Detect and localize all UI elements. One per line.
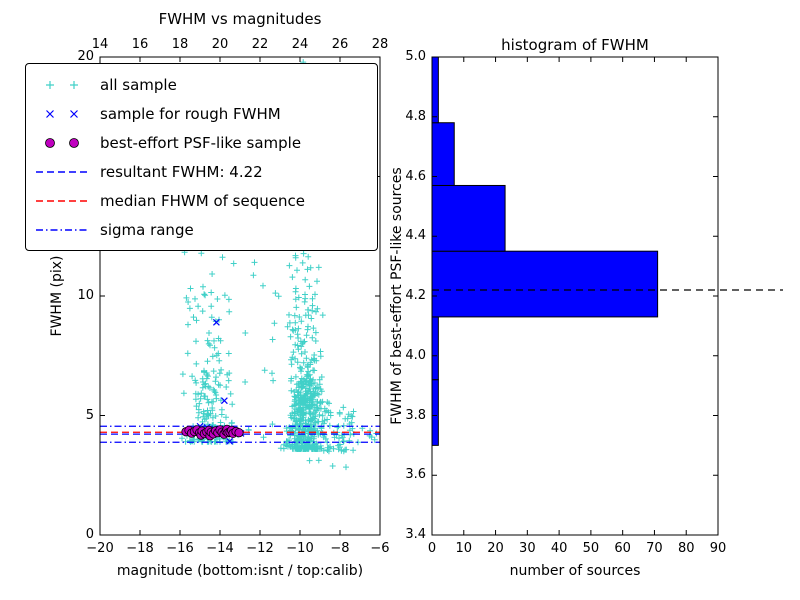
legend-item: sigma range [34,215,369,244]
dashdot-line-legend-marker [36,228,88,231]
legend-item: median FHWM of sequence [34,186,369,215]
dashed-line-legend-marker [36,199,88,202]
tick-label: 4.6 [405,168,426,184]
tick-label: 70 [646,541,663,556]
tick-label: 3.6 [405,467,426,483]
tick-label: 14 [91,37,109,52]
tick-label: 20 [487,541,504,556]
legend: all sample sample for rough FWHM best-effo… [25,63,378,251]
left-plot-title: FWHM vs magnitudes [158,10,322,28]
tick-label: 3.8 [405,407,426,423]
tick-label: 40 [550,541,568,556]
right-plot-xlabel: number of sources [509,563,641,579]
histogram-bar [431,379,439,446]
tick-label: 16 [131,37,149,52]
tick-label: 4.0 [405,347,426,363]
circle-legend-marker [45,137,79,148]
legend-item-label: best-effort PSF-like sample [100,133,302,152]
tick-label: 20 [77,49,94,64]
tick-label: −8 [330,541,350,556]
legend-item-label: sigma range [100,220,194,239]
tick-label: 4.2 [405,288,426,303]
histogram-bar [431,56,439,124]
tick-label: 90 [709,541,727,556]
histogram-bar [431,316,439,381]
tick-label: 18 [171,37,189,52]
dashed-line-legend-marker [36,170,88,173]
histogram-bar [431,184,506,252]
legend-item: best-effort PSF-like sample [34,128,369,157]
tick-label: 0 [427,541,437,556]
x-legend-marker [46,109,78,118]
tick-label: −12 [246,541,274,556]
tick-label: 10 [455,541,473,556]
legend-item: all sample [34,70,369,99]
legend-item-label: sample for rough FWHM [100,104,281,123]
tick-label: −14 [206,541,234,556]
left-plot-xlabel: magnitude (bottom:isnt / top:calib) [116,563,364,579]
tick-label: 60 [614,541,631,556]
tick-label: −6 [370,541,390,556]
tick-label: −18 [126,541,154,556]
tick-label: 3.4 [405,527,426,542]
tick-label: 5 [85,407,94,423]
scatter-layer [100,59,380,471]
tick-label: 26 [331,37,349,52]
legend-item-label: all sample [100,75,177,94]
tick-label: 30 [519,541,536,556]
legend-item: resultant FWHM: 4.22 [34,157,369,186]
legend-item-label: resultant FWHM: 4.22 [100,162,263,181]
right-plot-title: histogram of FWHM [501,36,649,54]
tick-label: 24 [291,37,309,52]
tick-label: 20 [211,37,229,52]
tick-label: −16 [166,541,194,556]
psf-sample-point [234,428,244,438]
tick-label: 22 [251,37,269,52]
tick-label: 80 [677,541,695,556]
tick-label: −10 [286,541,314,556]
tick-label: −20 [86,541,114,556]
tick-label: 5.0 [405,49,426,64]
plus-legend-marker [46,80,78,89]
tick-label: 4.8 [405,108,426,124]
histogram-bar [431,250,659,318]
tick-label: 10 [77,288,94,303]
legend-item: sample for rough FWHM [34,99,369,128]
left-plot-ylabel: FWHM (pix) [49,255,65,337]
tick-label: 28 [371,37,389,52]
tick-label: 50 [582,541,600,556]
tick-label: 0 [85,527,94,542]
tick-label: 4.4 [405,228,426,244]
right-plot-ylabel: FWHM of best-effort PSF-like sources [389,167,405,425]
legend-item-label: median FHWM of sequence [100,191,305,210]
